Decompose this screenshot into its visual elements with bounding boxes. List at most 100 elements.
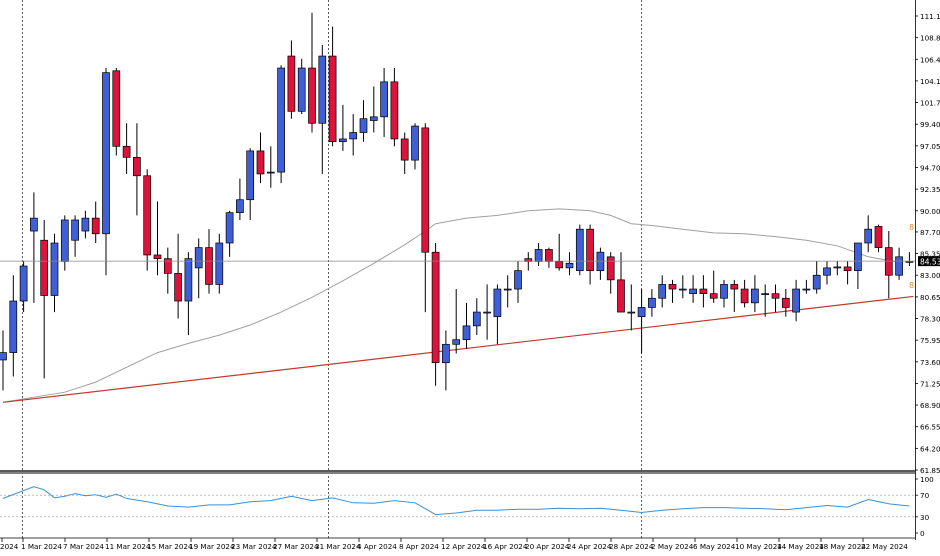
candle: [9, 275, 18, 377]
candle: [854, 242, 862, 290]
candle: [256, 132, 265, 184]
candle: [246, 148, 255, 220]
candle-body-bullish: [761, 293, 770, 295]
candle-body-bearish: [431, 251, 440, 364]
candle: [318, 45, 327, 174]
oscillator-line: [2, 486, 910, 516]
date-tick-label: 2 May 2024: [651, 542, 694, 551]
candle-body-bullish: [318, 55, 327, 124]
candle: [565, 252, 574, 276]
candle: [895, 247, 903, 280]
price-tick-label: 71.25: [920, 379, 940, 388]
candle-body-bearish: [287, 55, 296, 112]
candle: [720, 279, 728, 308]
price-tick-label: 61.85: [920, 466, 940, 475]
candle-body-bullish: [236, 199, 244, 213]
candle-body-bearish: [328, 55, 337, 143]
candle: [133, 123, 141, 216]
candle-body-bearish: [112, 70, 121, 147]
support-trendline: [2, 295, 914, 403]
candle: [359, 100, 368, 142]
price-tick-label: 64.20: [920, 444, 940, 453]
candle: [431, 243, 440, 386]
candle: [874, 224, 883, 253]
candle: [400, 132, 409, 174]
candle-body-bearish: [174, 273, 182, 302]
date-tick-label: 18 May 2024: [819, 542, 866, 551]
candle-body-bullish: [493, 288, 502, 318]
candle: [493, 284, 502, 345]
candle-body-bullish: [349, 132, 358, 140]
date-tick-label: 31 Mar 2024: [315, 542, 361, 551]
candle: [102, 68, 110, 276]
candle-body-bullish: [823, 267, 831, 276]
candle-body-bearish: [153, 254, 162, 260]
candle: [689, 275, 697, 303]
candle-body-bullish: [462, 325, 471, 341]
candle: [71, 215, 79, 257]
candle-body-bullish: [689, 288, 697, 294]
price-tick-label: 92.35: [920, 185, 940, 194]
candle-body-bullish: [637, 307, 646, 318]
candle: [215, 233, 224, 294]
candle-body-bearish: [545, 249, 553, 262]
candle: [648, 289, 656, 317]
candle: [452, 289, 461, 354]
candle: [194, 238, 203, 299]
price-tick-label: 101.75: [920, 99, 940, 108]
oscillator-tick-label: 30: [920, 513, 930, 522]
current-price-layer: 84.53 8 8: [0, 223, 940, 290]
candle: [339, 104, 347, 151]
oscillator-panel: 100 70 30 0: [0, 475, 934, 539]
candle: [143, 169, 152, 271]
candle-body-bearish: [740, 288, 749, 304]
candle: [606, 252, 615, 294]
candle-body-bullish: [503, 288, 512, 291]
date-tick-label: 1 Mar 2024: [21, 542, 62, 551]
candle: [586, 224, 594, 285]
edge-label: 8: [909, 281, 914, 290]
candle: [266, 146, 275, 188]
candle-body-bullish: [802, 288, 811, 291]
candle-body-bullish: [9, 300, 18, 353]
candle-body-bearish: [133, 157, 141, 177]
price-tick-label: 83.00: [920, 271, 940, 280]
price-tick-label: 68.90: [920, 401, 940, 410]
candle: [678, 275, 687, 299]
candle-body-bearish: [91, 217, 100, 235]
price-tick-label: 78.30: [920, 315, 940, 324]
current-price-label: 84.53: [920, 258, 940, 267]
candle-body-bearish: [730, 284, 739, 290]
candle-body-bearish: [699, 288, 708, 294]
candle: [225, 210, 234, 257]
price-tick-label: 66.55: [920, 423, 940, 432]
date-tick-label: 15 Mar 2024: [147, 542, 193, 551]
candle-body-bullish: [71, 219, 79, 241]
price-tick-label: 99.40: [920, 120, 940, 129]
candle-body-bullish: [411, 125, 419, 161]
candle: [709, 270, 718, 303]
candle-body-bullish: [514, 270, 522, 290]
candle-body-bullish: [194, 247, 203, 269]
candle-body-bearish: [256, 150, 265, 175]
candle-body-bearish: [781, 297, 790, 308]
price-tick-label: 87.70: [920, 228, 940, 237]
candle-body-bullish: [895, 256, 903, 276]
candle-body-bearish: [606, 256, 615, 281]
candle: [328, 26, 337, 147]
date-tick-label: 20 Apr 2024: [525, 542, 570, 551]
candle-body-bearish: [874, 226, 883, 248]
candle: [730, 279, 739, 313]
candle: [163, 247, 172, 294]
date-tick-label: 28 Apr 2024: [609, 542, 654, 551]
candle-body-bullish: [30, 217, 38, 232]
price-tick-label: 85.35: [920, 250, 940, 259]
candle-body-bullish: [297, 67, 306, 112]
candle-body-bearish: [390, 81, 399, 140]
candle: [771, 284, 780, 313]
candle-body-bullish: [60, 219, 69, 262]
candle-body-bullish: [720, 284, 728, 299]
